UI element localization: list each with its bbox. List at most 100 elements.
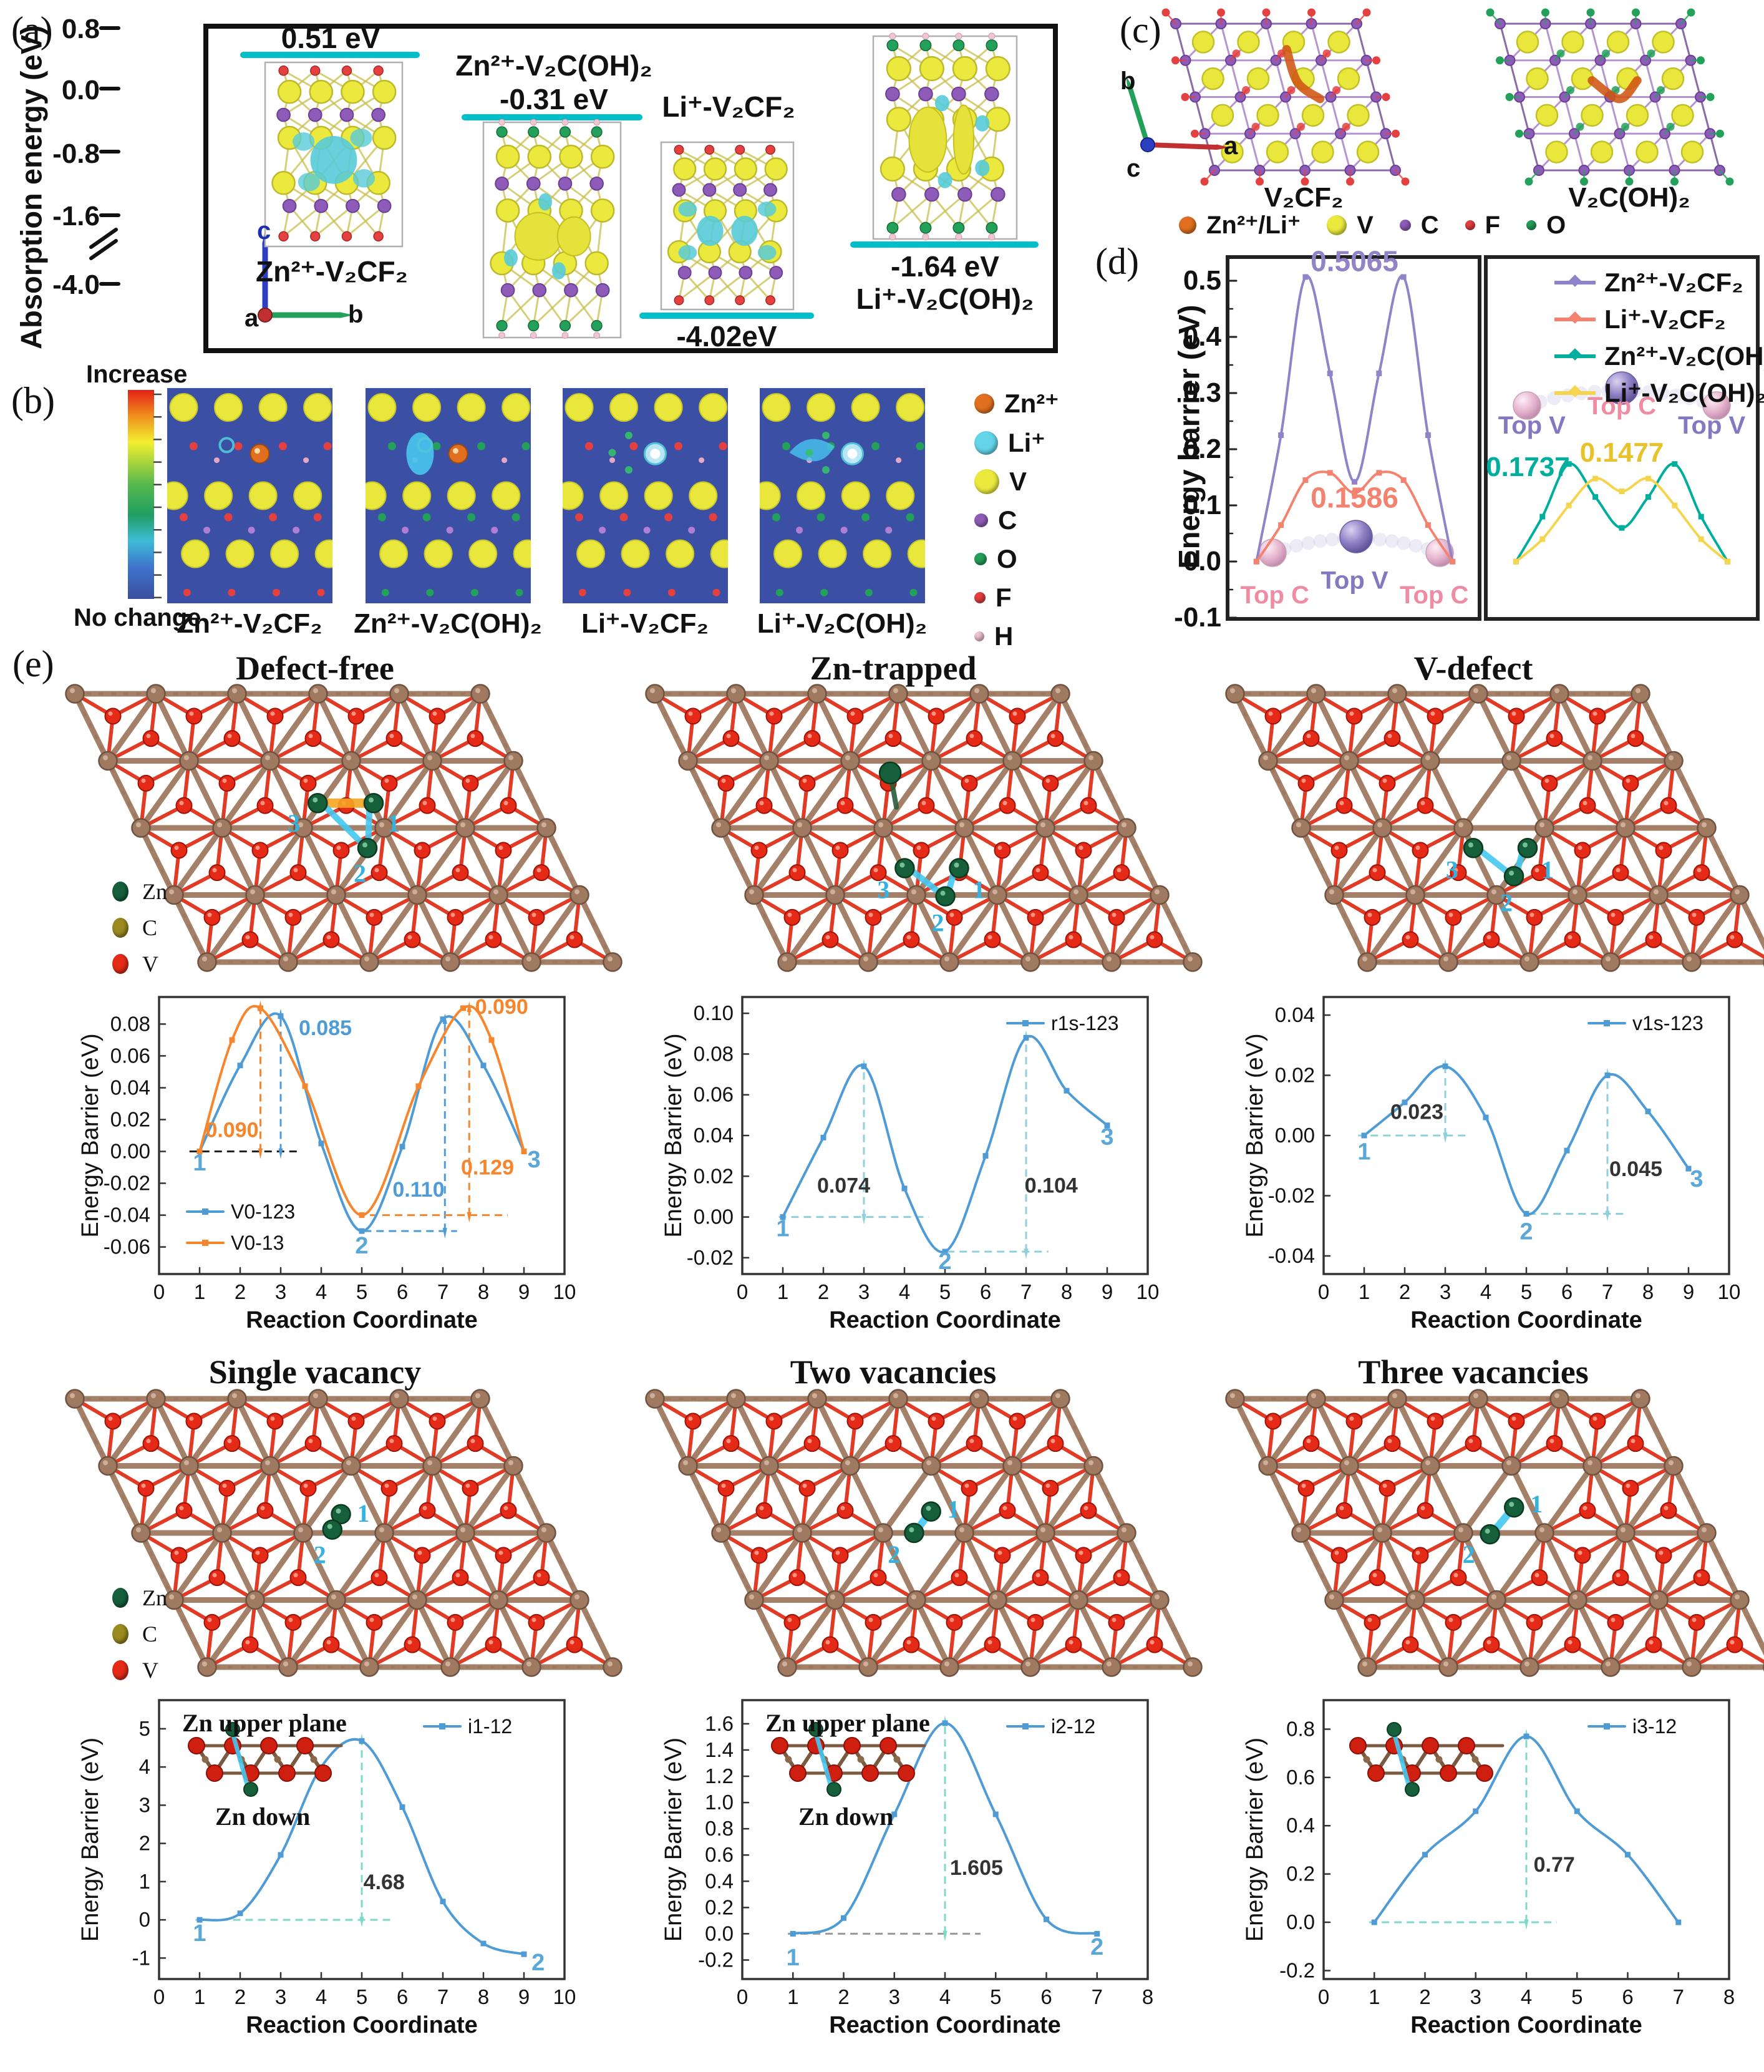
atom [1702, 1527, 1707, 1532]
atom [792, 868, 797, 873]
line [1499, 22, 1511, 62]
atom [1688, 908, 1705, 926]
svg-text: 2 [838, 1985, 849, 2008]
atom [1508, 1413, 1525, 1430]
line [495, 892, 535, 965]
atom [822, 466, 830, 474]
atom [331, 1594, 336, 1600]
atom [412, 889, 417, 895]
atom [589, 176, 604, 191]
atom [1367, 1617, 1372, 1622]
line [1526, 892, 1581, 965]
atom [1427, 1413, 1444, 1430]
atom [364, 1661, 369, 1666]
atom [136, 1527, 141, 1532]
atom [308, 792, 328, 814]
atom [526, 956, 531, 961]
line [1194, 96, 1206, 135]
svg-text: -0.1 [1174, 602, 1221, 633]
line [1541, 1530, 1581, 1603]
ellipse-shape [731, 215, 758, 246]
atom [1577, 845, 1582, 850]
atom [835, 845, 840, 850]
atom [1078, 845, 1083, 850]
atom [985, 56, 1010, 82]
atom [303, 1483, 308, 1488]
atom [885, 527, 893, 534]
data-point [1625, 1852, 1631, 1858]
atom [179, 751, 199, 771]
b-legend-label: F [996, 583, 1012, 612]
atom [1582, 1456, 1602, 1476]
atom [1065, 931, 1082, 948]
atom [909, 588, 918, 596]
atom [759, 800, 764, 805]
atom [1112, 912, 1117, 917]
atom [885, 86, 900, 102]
atom [1055, 1393, 1060, 1398]
atom [836, 1502, 854, 1519]
atom [212, 1573, 217, 1578]
atom [789, 1764, 807, 1782]
atom [1188, 956, 1193, 961]
svg-text: 9 [1683, 1280, 1694, 1303]
atom [322, 1519, 342, 1540]
line [1655, 1530, 1710, 1603]
atom [1150, 885, 1170, 905]
atom [1660, 797, 1677, 814]
atom [584, 251, 609, 276]
line [138, 1530, 177, 1603]
atom [521, 952, 541, 972]
atom [988, 32, 996, 40]
atom [719, 442, 727, 450]
svg-text: 10 [1136, 1280, 1160, 1303]
atom [303, 778, 308, 783]
line [315, 1396, 354, 1469]
svg-text: 10 [553, 1280, 576, 1303]
atom [1626, 778, 1631, 783]
atom [270, 711, 275, 716]
arrow-head [1524, 1919, 1529, 1930]
atom [764, 755, 769, 761]
line [1075, 892, 1115, 965]
atom [530, 332, 537, 339]
atom [169, 393, 198, 422]
atom [951, 1569, 968, 1587]
lattice-legend-item: C [112, 1621, 167, 1647]
a-ytick: 0.8 [61, 14, 100, 44]
atom [1150, 1590, 1170, 1610]
ellipse-shape [352, 169, 376, 188]
atom [202, 956, 207, 961]
line [1145, 142, 1219, 150]
atom [769, 266, 783, 280]
atom [1035, 1573, 1040, 1578]
svg-text: 5 [139, 1717, 150, 1740]
svg-text: -0.06 [104, 1235, 150, 1258]
atom [223, 730, 241, 747]
atom [863, 1661, 868, 1666]
line [1737, 892, 1764, 951]
atom [385, 730, 403, 747]
atom [984, 931, 1001, 948]
atom [322, 931, 340, 948]
atom [1200, 177, 1209, 186]
line [1365, 59, 1377, 98]
atom [222, 1483, 227, 1488]
svg-text: 0 [153, 1985, 165, 2008]
atom [726, 684, 746, 704]
atom [1420, 800, 1425, 805]
line [1009, 758, 1049, 831]
atom [379, 1527, 384, 1532]
line [153, 1396, 192, 1469]
atom [843, 1737, 861, 1754]
svg-text: 2 [818, 1280, 829, 1303]
line [1128, 86, 1150, 147]
a-axis-b-label: b [348, 301, 364, 328]
atom [1693, 864, 1710, 882]
atom [427, 1460, 432, 1466]
line [994, 825, 1049, 898]
atom [1702, 822, 1707, 827]
atom [169, 889, 174, 895]
x-axis-label: Reaction Coordinate [246, 1307, 478, 1333]
atom [619, 513, 628, 522]
